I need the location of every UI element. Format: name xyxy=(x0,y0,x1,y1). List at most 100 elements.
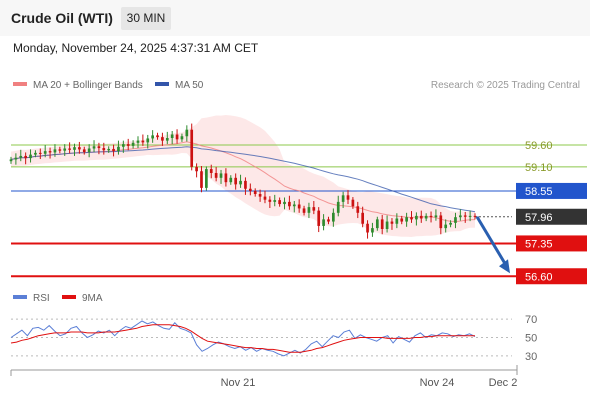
candle-body xyxy=(473,215,477,217)
candle-body xyxy=(200,171,203,188)
candle-body xyxy=(87,148,91,152)
candle-body xyxy=(400,218,404,222)
candle-body xyxy=(175,134,179,140)
rsi-line xyxy=(10,320,476,357)
level-label-57.96: 57.96 xyxy=(525,212,553,224)
candle-body xyxy=(219,173,223,178)
candle-body xyxy=(73,147,76,150)
candle-body xyxy=(48,151,52,153)
legend-ma20-label: MA 20 + Bollinger Bands xyxy=(33,80,143,91)
level-label-58.55: 58.55 xyxy=(525,186,553,198)
candle-body xyxy=(356,206,360,213)
candle-body xyxy=(283,201,286,205)
candle-body xyxy=(19,155,23,158)
level-label-59.10: 59.10 xyxy=(525,162,553,174)
candle-body xyxy=(268,199,272,202)
candle-body xyxy=(209,169,213,173)
credit-text: Research © 2025 Trading Central xyxy=(430,80,580,91)
x-tick-label: Nov 24 xyxy=(420,377,455,389)
datetime-label: Monday, November 24, 2025 4:37:31 AM CET xyxy=(13,41,259,55)
candle-body xyxy=(366,223,369,233)
candle-body xyxy=(288,201,291,207)
candle-body xyxy=(185,129,189,137)
candle-body xyxy=(170,134,174,138)
candle-body xyxy=(126,144,130,146)
level-label-57.35: 57.35 xyxy=(525,238,553,250)
candle-body xyxy=(395,218,399,224)
level-box-57.96 xyxy=(516,208,587,225)
candle-body xyxy=(121,144,125,147)
candle-body xyxy=(375,219,379,229)
candle-body xyxy=(327,219,330,222)
legend-rsi-label: RSI xyxy=(33,293,50,304)
candle-body xyxy=(429,215,433,218)
candle-body xyxy=(205,169,208,188)
candle-body xyxy=(234,177,238,185)
candle-body xyxy=(38,152,42,154)
candle-body xyxy=(273,200,277,202)
candle-body xyxy=(258,194,262,197)
candle-body xyxy=(224,173,228,183)
candle-body xyxy=(292,204,296,207)
rsi-swatch xyxy=(13,295,27,300)
candle-body xyxy=(156,135,159,138)
candle-body xyxy=(307,207,311,213)
legend-ma50-label: MA 50 xyxy=(175,80,204,91)
candle-body xyxy=(410,217,413,220)
candle-body xyxy=(449,222,452,225)
rsi-ma-line xyxy=(10,324,475,353)
candle-body xyxy=(248,188,252,191)
candle-body xyxy=(424,215,428,219)
legend-ma50: MA 50 xyxy=(155,80,203,91)
candle-body xyxy=(131,142,135,146)
candle-body xyxy=(63,148,67,151)
candle-body xyxy=(459,215,462,218)
candle-body xyxy=(117,146,120,152)
ma20-swatch xyxy=(13,82,27,87)
candle-body xyxy=(29,154,32,159)
timeframe-button[interactable]: 30 MIN xyxy=(121,7,171,30)
candle-body xyxy=(151,135,154,139)
candle-body xyxy=(454,217,457,223)
candle-body xyxy=(9,159,13,162)
candle-body xyxy=(107,148,111,151)
level-box-56.60 xyxy=(516,268,587,285)
candle-body xyxy=(332,212,335,222)
candle-body xyxy=(390,221,394,224)
forecast-arrow xyxy=(475,215,508,267)
forecast-arrowhead xyxy=(499,259,510,274)
candle-body xyxy=(180,136,184,140)
legend-rsi-ma: 9MA xyxy=(62,293,103,304)
candle-body xyxy=(82,149,86,152)
candle-body xyxy=(341,195,345,202)
candle-body xyxy=(214,173,218,178)
candle-body xyxy=(361,212,365,224)
level-box-58.55 xyxy=(516,182,587,199)
candle-body xyxy=(302,208,306,213)
candle-body xyxy=(444,224,448,229)
candle-body xyxy=(68,148,71,150)
candle-body xyxy=(439,215,443,229)
x-tick-label: Nov 21 xyxy=(221,377,256,389)
candle-body xyxy=(146,138,150,143)
candle-body xyxy=(136,140,140,143)
candle-body xyxy=(312,207,316,211)
candle-body xyxy=(92,146,96,149)
candle-body xyxy=(239,180,242,185)
rsi-axis-label: 30 xyxy=(525,351,537,363)
legend-ma20: MA 20 + Bollinger Bands xyxy=(13,80,143,91)
candle-body xyxy=(415,215,418,220)
level-label-59.60: 59.60 xyxy=(525,140,553,152)
candle-body xyxy=(351,199,355,207)
candle-body xyxy=(43,151,47,154)
candle-body xyxy=(263,196,267,200)
candle-body xyxy=(322,219,325,226)
candle-body xyxy=(297,204,301,209)
candle-body xyxy=(190,129,194,167)
candle-body xyxy=(161,137,164,141)
candle-body xyxy=(463,215,467,217)
candle-body xyxy=(97,146,101,149)
level-label-56.60: 56.60 xyxy=(525,271,553,283)
ma50-swatch xyxy=(155,82,169,87)
